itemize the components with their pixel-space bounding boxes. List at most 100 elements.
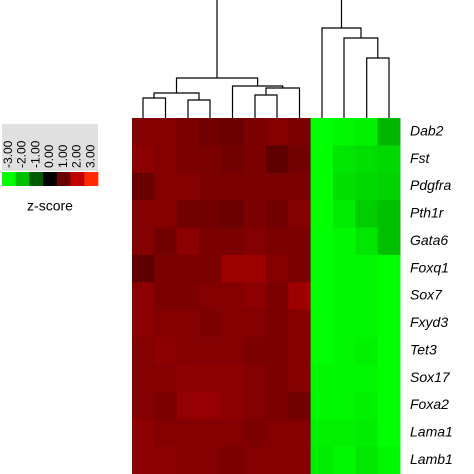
heatmap-cell (243, 227, 267, 256)
heatmap-cell (377, 282, 401, 311)
heatmap-cell (310, 145, 334, 174)
heatmap-cell (310, 309, 334, 338)
colorbar-tick-label: -1.00 (28, 140, 42, 168)
heatmap-cell (333, 118, 356, 146)
heatmap-cell (288, 172, 312, 201)
colorbar-tick-label: 1.00 (56, 144, 70, 168)
row-label: Lama1 (410, 424, 453, 440)
heatmap-cell (355, 227, 379, 256)
heatmap-cell (333, 446, 356, 474)
heatmap-cell (199, 309, 222, 338)
colorbar-swatch (29, 172, 44, 186)
heatmap-cell (333, 419, 356, 448)
heatmap-cell (377, 172, 401, 201)
heatmap-cell (176, 118, 200, 146)
colorbar-swatch (70, 172, 85, 186)
heatmap-cell (310, 118, 334, 146)
heatmap-cell (355, 391, 379, 420)
heatmap-cell (199, 118, 222, 146)
heatmap-cell (132, 309, 155, 338)
heatmap-cell (266, 446, 289, 474)
heatmap-cell (333, 145, 356, 174)
heatmap-cell (266, 172, 289, 201)
heatmap-cell (199, 364, 222, 393)
colorbar-swatch (43, 172, 58, 186)
heatmap-cell (288, 200, 312, 229)
heatmap-cell (333, 337, 356, 365)
heatmap-cell (154, 118, 178, 146)
heatmap-cell (310, 172, 334, 201)
heatmap-cell (221, 391, 245, 420)
heatmap-cell (355, 364, 379, 393)
heatmap-cell (355, 200, 379, 229)
heatmap-cell (288, 309, 312, 338)
heatmap-cell (221, 227, 245, 256)
heatmap-cell (266, 391, 289, 420)
heatmap-cell (355, 118, 379, 146)
legend-label-background (2, 124, 98, 171)
column-dendrogram (142, 0, 390, 118)
heatmap-cell (221, 419, 245, 448)
heatmap-cell (154, 254, 178, 283)
heatmap-cell (221, 364, 245, 393)
heatmap-cell (310, 391, 334, 420)
heatmap-cell (377, 364, 401, 393)
heatmap-cell (355, 309, 379, 338)
heatmap-cell (132, 391, 155, 420)
heatmap-cell (243, 391, 267, 420)
heatmap-cell (288, 364, 312, 393)
heatmap-cell (154, 200, 178, 229)
colorbar-swatch (15, 172, 30, 186)
heatmap-cell (221, 446, 245, 474)
heatmap-cell (377, 419, 401, 448)
heatmap-cell (221, 309, 245, 338)
heatmap-cell (333, 364, 356, 393)
heatmap-cell (199, 200, 222, 229)
heatmap-cell (266, 309, 289, 338)
heatmap-cell (243, 446, 267, 474)
colorbar-tick-label: -3.00 (1, 140, 15, 168)
heatmap-cell (333, 200, 356, 229)
heatmap-cell (266, 419, 289, 448)
heatmap-cell (132, 337, 155, 365)
row-label: Foxa2 (410, 396, 449, 412)
heatmap-cell (132, 282, 155, 311)
heatmap-cell (377, 337, 401, 365)
heatmap-cell (132, 446, 155, 474)
heatmap-cell (176, 145, 200, 174)
heatmap-cell (333, 172, 356, 201)
heatmap-cell (288, 446, 312, 474)
heatmap-cell (288, 282, 312, 311)
heatmap-cell (310, 254, 334, 283)
heatmap-cell (176, 254, 200, 283)
colorbar-tick-label: 0.00 (42, 144, 56, 168)
heatmap-cell (355, 254, 379, 283)
heatmap-cell (377, 200, 401, 229)
row-label: Pdgfra (410, 177, 451, 193)
heatmap-cell (221, 254, 245, 283)
heatmap-cell (176, 391, 200, 420)
heatmap-cell (243, 282, 267, 311)
heatmap-cell (199, 172, 222, 201)
heatmap-cell (176, 172, 200, 201)
heatmap-cell (221, 118, 245, 146)
heatmap-cell (355, 145, 379, 174)
colorbar-swatch (84, 172, 99, 186)
heatmap-cell (310, 419, 334, 448)
colorbar-swatch (2, 172, 17, 186)
heatmap-cell (132, 172, 155, 201)
heatmap-cell (333, 282, 356, 311)
row-label: Foxq1 (410, 259, 449, 275)
heatmap-cell (266, 337, 289, 365)
heatmap-cell (333, 309, 356, 338)
heatmap-cell (266, 364, 289, 393)
row-label: Fxyd3 (410, 314, 448, 330)
heatmap-cell (310, 337, 334, 365)
heatmap-cell (176, 337, 200, 365)
heatmap-cell (221, 172, 245, 201)
heatmap-cell (288, 145, 312, 174)
heatmap-cell (243, 364, 267, 393)
row-label: Sox7 (410, 287, 443, 303)
heatmap-cell (199, 419, 222, 448)
row-label: Dab2 (410, 122, 444, 138)
